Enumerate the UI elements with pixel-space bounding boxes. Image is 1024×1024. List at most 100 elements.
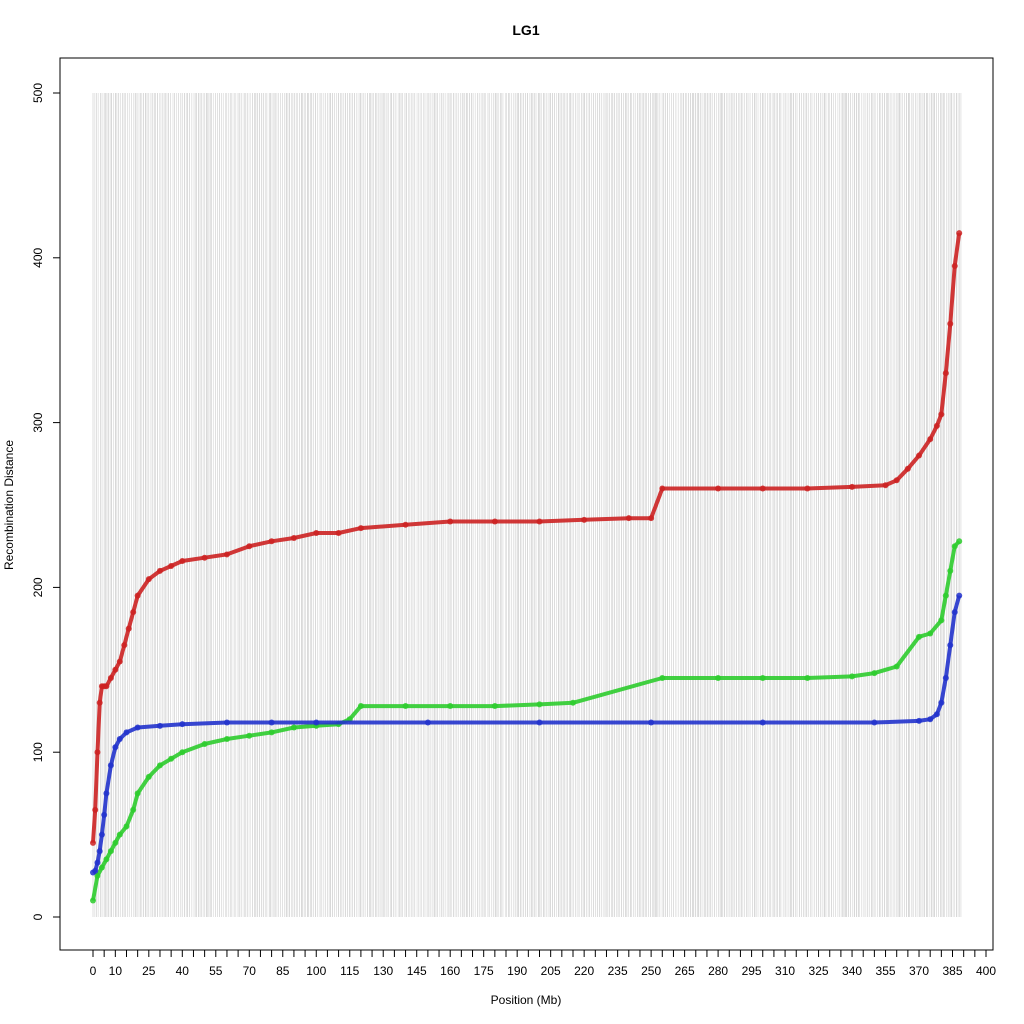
x-tick-label: 280	[708, 964, 728, 978]
data-point	[223, 719, 230, 726]
data-point	[942, 370, 949, 377]
data-point	[268, 538, 275, 545]
data-point	[916, 452, 923, 459]
series-2	[90, 592, 963, 876]
data-point	[933, 422, 940, 429]
data-point	[893, 477, 900, 484]
data-point	[491, 703, 498, 710]
data-point	[648, 515, 655, 522]
data-point	[849, 673, 856, 680]
data-point	[357, 525, 364, 532]
data-point	[179, 558, 186, 565]
data-point	[246, 543, 253, 550]
data-point	[116, 831, 123, 838]
x-tick-label: 100	[306, 964, 326, 978]
data-point	[715, 485, 722, 492]
x-tick-label: 0	[90, 964, 97, 978]
data-point	[90, 897, 96, 904]
data-point	[938, 699, 945, 706]
data-point	[933, 711, 940, 718]
data-point	[123, 729, 130, 736]
data-point	[156, 762, 163, 769]
data-point	[927, 436, 934, 443]
data-point	[536, 719, 543, 726]
x-tick-label: 400	[976, 964, 996, 978]
data-point	[569, 699, 576, 706]
data-point	[103, 790, 110, 797]
data-point	[956, 592, 963, 599]
y-tick-label: 300	[31, 412, 45, 432]
x-tick-label: 70	[243, 964, 257, 978]
data-point	[947, 320, 954, 327]
data-point	[625, 515, 632, 522]
data-point	[101, 811, 108, 818]
data-point	[871, 670, 878, 677]
data-point	[491, 518, 498, 525]
data-point	[313, 530, 320, 537]
x-tick-label: 310	[775, 964, 795, 978]
data-point	[942, 675, 949, 682]
data-point	[130, 806, 137, 813]
data-point	[94, 749, 101, 756]
data-point	[536, 701, 543, 708]
data-point	[156, 722, 163, 729]
x-tick-label: 340	[842, 964, 862, 978]
data-point	[536, 518, 543, 525]
x-tick-label: 175	[474, 964, 494, 978]
data-point	[112, 744, 119, 751]
data-point	[98, 864, 105, 871]
data-point	[804, 675, 811, 682]
data-point	[956, 538, 963, 545]
data-point	[145, 773, 152, 780]
y-tick-label: 0	[31, 913, 45, 920]
data-point	[335, 530, 342, 537]
data-point	[107, 762, 114, 769]
x-tick-label: 235	[608, 964, 628, 978]
x-tick-label: 10	[109, 964, 123, 978]
data-point	[90, 839, 96, 846]
data-point	[103, 683, 110, 690]
data-point	[112, 839, 119, 846]
data-point	[759, 719, 766, 726]
data-point	[134, 592, 141, 599]
data-point	[130, 609, 137, 616]
data-point	[168, 562, 175, 569]
data-point	[648, 719, 655, 726]
x-tick-label: 370	[909, 964, 929, 978]
x-tick-label: 205	[541, 964, 561, 978]
x-tick-label: 130	[373, 964, 393, 978]
data-point	[156, 567, 163, 574]
data-point	[947, 567, 954, 574]
data-point	[125, 625, 132, 632]
data-point	[290, 724, 297, 731]
data-point	[223, 736, 230, 743]
data-point	[947, 642, 954, 649]
data-point	[92, 806, 99, 813]
data-point	[402, 703, 409, 710]
data-point	[357, 703, 364, 710]
data-point	[201, 554, 208, 561]
x-tick-label: 325	[809, 964, 829, 978]
data-point	[223, 551, 230, 558]
data-point	[942, 592, 949, 599]
x-tick-label: 190	[507, 964, 527, 978]
data-point	[107, 848, 114, 855]
x-tick-label: 295	[742, 964, 762, 978]
data-point	[201, 740, 208, 747]
data-point	[268, 729, 275, 736]
x-tick-label: 265	[675, 964, 695, 978]
data-point	[956, 230, 963, 237]
data-point	[447, 703, 454, 710]
data-point	[402, 521, 409, 528]
data-point	[103, 856, 110, 863]
data-point	[927, 630, 934, 637]
x-tick-label: 40	[176, 964, 190, 978]
data-point	[871, 719, 878, 726]
data-point	[927, 716, 934, 723]
y-tick-label: 500	[31, 83, 45, 103]
x-tick-label: 55	[209, 964, 223, 978]
y-axis-label: Recombination Distance	[2, 440, 16, 570]
x-tick-label: 355	[876, 964, 896, 978]
data-point	[168, 755, 175, 762]
data-point	[94, 872, 101, 879]
